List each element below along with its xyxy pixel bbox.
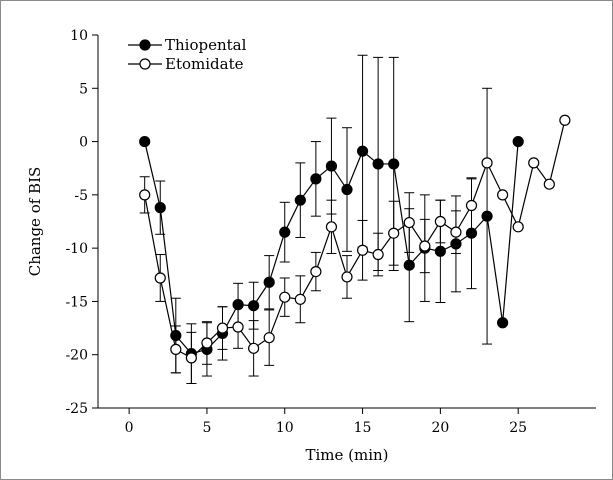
data-point-open (201, 337, 213, 349)
data-point-open (232, 321, 244, 333)
data-point-open (512, 221, 524, 233)
data-point-filled (154, 202, 166, 214)
data-point-filled (481, 210, 493, 222)
x-ticks: 0 5 10 15 20 25 (125, 408, 527, 436)
data-point-filled (294, 194, 306, 206)
y-tick-label: -5 (74, 188, 88, 204)
y-axis-label: Change of BIS (26, 167, 44, 277)
x-tick-label: 0 (125, 420, 134, 436)
data-point-filled (372, 158, 384, 170)
data-point-filled (279, 226, 291, 238)
legend-marker-open (139, 58, 151, 70)
y-tick-label: -25 (65, 401, 88, 417)
y-tick-label: -10 (65, 241, 88, 257)
data-point-open (216, 322, 229, 334)
data-point-filled (139, 135, 151, 148)
series-layer (139, 54, 571, 384)
data-point-open (248, 342, 260, 354)
data-point-open (139, 189, 151, 201)
data-point-filled (356, 145, 369, 157)
x-tick-label: 10 (276, 420, 294, 436)
x-tick-label: 20 (431, 420, 449, 436)
y-tick-label: -20 (65, 348, 88, 364)
data-point-open (450, 226, 462, 238)
data-point-open (465, 199, 478, 212)
data-point-filled (497, 317, 509, 329)
data-point-filled (325, 160, 338, 172)
data-point-open (419, 240, 431, 252)
x-tick-label: 25 (509, 420, 527, 436)
y-tick-label: 10 (70, 28, 88, 44)
data-point-open (481, 157, 493, 169)
data-point-filled (512, 135, 524, 148)
data-point-open (154, 272, 166, 284)
data-point-open (341, 271, 353, 283)
data-point-open (543, 178, 555, 190)
data-point-open (185, 352, 197, 364)
data-point-filled (388, 158, 400, 170)
legend-marker-filled (139, 39, 151, 51)
data-point-filled (263, 276, 275, 288)
x-tick-label: 15 (354, 420, 372, 436)
y-tick-label: -15 (65, 294, 88, 310)
data-point-open (310, 265, 322, 278)
data-point-open (434, 215, 446, 228)
data-point-open (325, 221, 338, 233)
x-tick-label: 5 (202, 420, 211, 436)
data-point-open (388, 227, 400, 239)
data-point-open (170, 343, 182, 355)
y-ticks: 10 5 0 -5 -10 -15 -20 -25 (65, 28, 98, 417)
data-point-open (559, 114, 571, 126)
data-point-open (263, 332, 275, 344)
data-point-filled (341, 183, 353, 196)
data-point-filled (434, 245, 446, 257)
legend-label: Thiopental (165, 36, 247, 54)
data-point-open (403, 216, 415, 229)
data-point-open (294, 293, 306, 305)
data-point-open (356, 244, 369, 256)
y-tick-label: 0 (79, 135, 88, 151)
data-point-filled (248, 300, 260, 312)
data-point-open (528, 157, 540, 169)
data-point-open (372, 248, 384, 261)
data-point-filled (310, 173, 322, 185)
series-line (144, 120, 566, 359)
series-etomidate (139, 114, 571, 384)
y-tick-label: 5 (79, 81, 88, 97)
data-point-filled (403, 259, 415, 271)
legend-label: Etomidate (165, 55, 244, 73)
data-point-open (497, 189, 509, 201)
axes: 10 5 0 -5 -10 -15 -20 -25 0 5 10 15 20 25 (65, 28, 596, 436)
data-point-open (279, 291, 291, 303)
x-axis-label: Time (min) (305, 446, 388, 464)
